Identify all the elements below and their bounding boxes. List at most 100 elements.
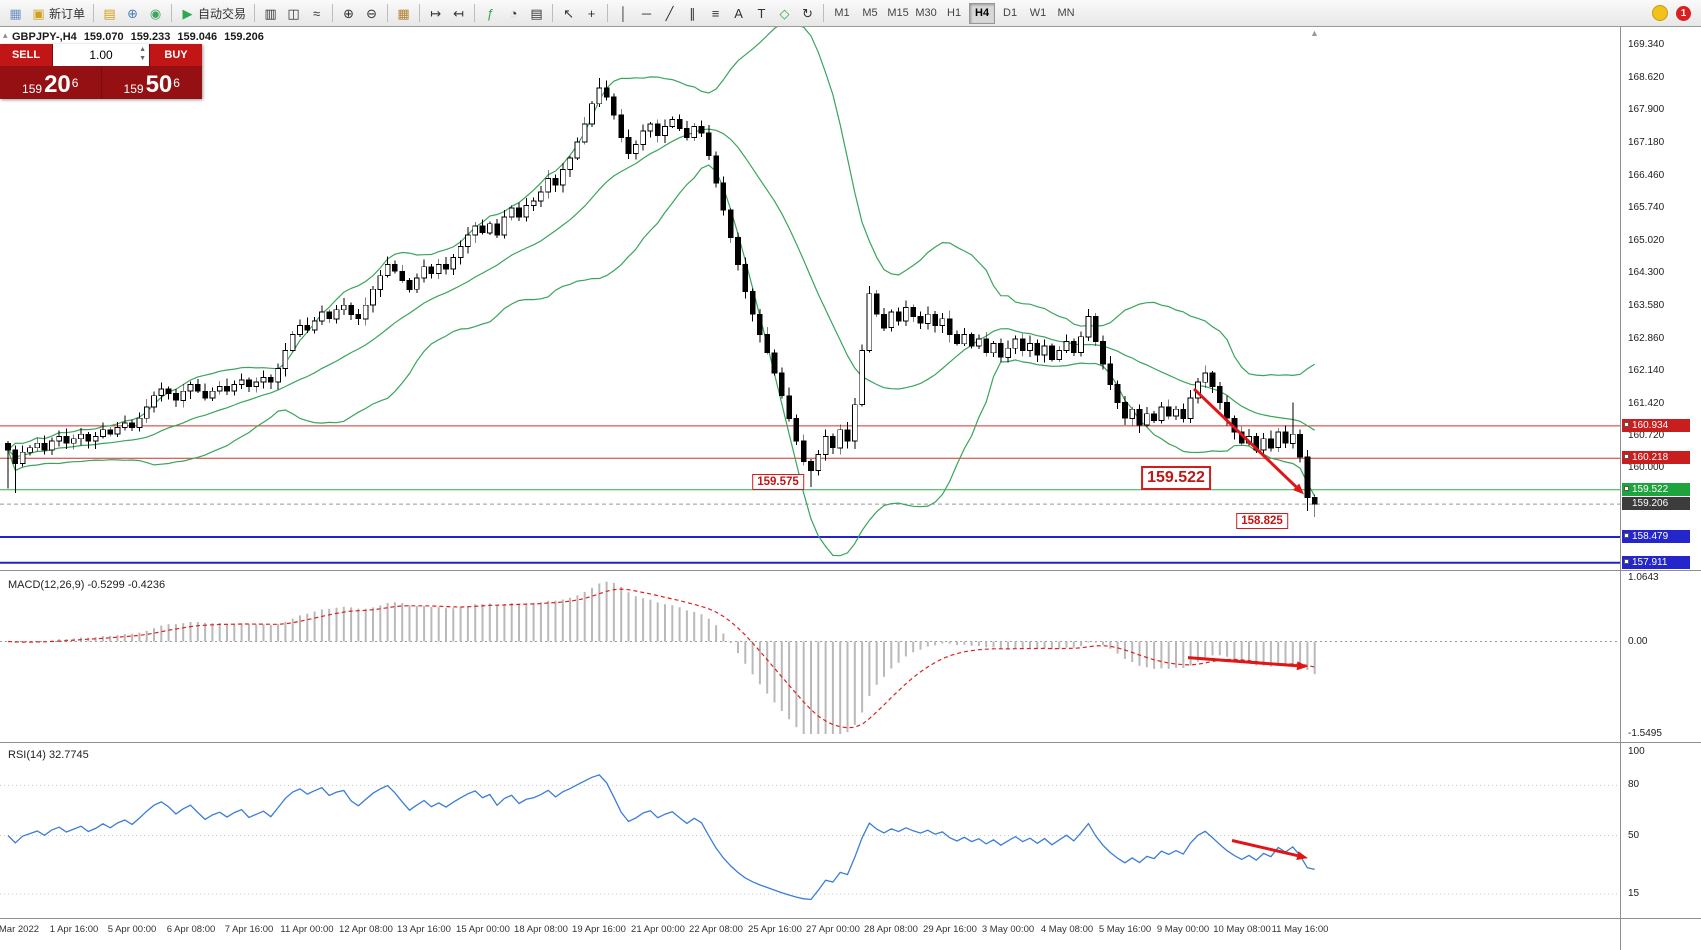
help-button[interactable]: ◉	[144, 2, 167, 24]
trendline-button[interactable]: ╱	[658, 2, 681, 24]
price-annotation[interactable]: 158.825	[1236, 513, 1288, 529]
auto-scroll-icon: ↦	[430, 5, 441, 21]
chart-shift-button[interactable]: ↤	[447, 2, 470, 24]
timeframe-h1[interactable]: H1	[947, 7, 962, 19]
time-axis-label: 25 Apr 16:00	[748, 924, 802, 935]
new-order-label: 新订单	[49, 6, 86, 21]
volume-up-icon[interactable]: ▲	[139, 46, 146, 53]
timeframe-mn[interactable]: MN	[1057, 7, 1075, 19]
price-scale[interactable]: 169.340 168.620 167.900 167.180 166.460 165.7…	[1620, 27, 1701, 950]
shapes-icon: ◇	[779, 5, 790, 21]
channel-button[interactable]: ∥	[681, 2, 704, 24]
chart-window-button[interactable]: ▦	[4, 2, 27, 24]
level-price-tag: 160.934	[1622, 419, 1690, 432]
level-handle-icon	[1624, 533, 1629, 538]
trendline-icon: ╱	[665, 5, 674, 21]
zoom-out-icon: ⊖	[366, 5, 377, 21]
zoom-in-button[interactable]: ⊕	[337, 2, 360, 24]
price-tick-label: 165.020	[1628, 235, 1665, 246]
price-tick-label: 167.900	[1628, 104, 1665, 115]
horizontal-line-icon: ─	[641, 5, 652, 21]
auto-scroll-button[interactable]: ↦	[424, 2, 447, 24]
time-axis-label: 3 May 00:00	[981, 924, 1035, 935]
volume-down-icon[interactable]: ▼	[139, 55, 146, 62]
rsi-scale-label: 80	[1628, 779, 1640, 790]
time-axis-label: 5 May 16:00	[1098, 924, 1152, 935]
cycles-button[interactable]: ↻	[796, 2, 819, 24]
timeframe-d1[interactable]: D1	[1003, 7, 1018, 19]
rsi-label: RSI(14) 32.7745	[8, 749, 89, 761]
vertical-line-button[interactable]: │	[612, 2, 635, 24]
autotrade-button[interactable]: ▶ 自动交易	[176, 2, 250, 24]
time-axis-label: 4 May 08:00	[1040, 924, 1094, 935]
line-chart-button[interactable]: ≈	[305, 2, 328, 24]
bar-chart-button[interactable]: ▥	[259, 2, 282, 24]
cursor-button[interactable]: ↖	[557, 2, 580, 24]
level-handle-icon	[1624, 559, 1629, 564]
layers-icon: ▤	[103, 5, 116, 21]
macd-panel-divider[interactable]	[0, 570, 1701, 571]
price-tick-label: 168.620	[1628, 72, 1665, 83]
periods-button[interactable]: ◔	[502, 2, 525, 24]
price-tick-label: 163.580	[1628, 300, 1665, 311]
one-click-toggle-icon[interactable]: ▴	[3, 30, 8, 40]
indicators-button[interactable]: ƒ	[479, 2, 502, 24]
toolbar-separator	[607, 4, 609, 22]
price-annotation[interactable]: 159.522	[1141, 466, 1211, 490]
indicators-icon: ƒ	[486, 5, 495, 21]
level-handle-icon	[1624, 486, 1629, 491]
fibonacci-button[interactable]: ≡	[704, 2, 727, 24]
volume-spinner[interactable]: ▲ ▼	[139, 45, 146, 63]
timeframe-w1[interactable]: W1	[1029, 7, 1047, 19]
horizontal-line-button[interactable]: ─	[635, 2, 658, 24]
timeframe-m5[interactable]: M5	[862, 7, 878, 19]
market-watch-button[interactable]: ⊕	[121, 2, 144, 24]
buy-button[interactable]: BUY	[149, 44, 202, 66]
price-annotation[interactable]: 159.575	[752, 474, 804, 490]
macd-label: MACD(12,26,9) -0.5299 -0.4236	[8, 579, 166, 591]
time-axis-label: 1 Mar 2022	[0, 924, 40, 935]
candlestick-chart-button[interactable]: ◫	[282, 2, 305, 24]
level-price-tag: 160.218	[1622, 451, 1690, 464]
symbol-header: GBPJPY-,H4 159.070 159.233 159.046 159.2…	[12, 31, 264, 43]
zoom-out-button[interactable]: ⊖	[360, 2, 383, 24]
time-axis-divider	[0, 918, 1701, 919]
bid-price[interactable]: 159 20 6	[0, 66, 102, 99]
new-order-button[interactable]: ▣ 新订单	[27, 2, 89, 24]
time-axis-label: 12 Apr 08:00	[339, 924, 393, 935]
tile-windows-button[interactable]: ▦	[392, 2, 415, 24]
rsi-panel-divider[interactable]	[0, 742, 1701, 743]
alert-count-badge[interactable]: 1	[1676, 5, 1691, 21]
crosshair-button[interactable]: +	[580, 2, 603, 24]
templates-button[interactable]: ▤	[525, 2, 548, 24]
label-button[interactable]: T	[750, 2, 773, 24]
volume-input[interactable]: 1.00 ▲ ▼	[53, 44, 149, 66]
level-handle-icon	[1624, 422, 1629, 427]
timeframe-m30[interactable]: M30	[915, 7, 937, 19]
one-click-trading-panel: SELL 1.00 ▲ ▼ BUY 159 20 6 159 50 6	[0, 44, 202, 99]
time-axis-label: 5 Apr 00:00	[107, 924, 157, 935]
volume-value[interactable]: 1.00	[89, 48, 113, 62]
sell-button[interactable]: SELL	[0, 44, 53, 66]
channel-icon: ∥	[689, 5, 696, 21]
toolbar-separator	[93, 4, 95, 22]
shapes-button[interactable]: ◇	[773, 2, 796, 24]
chart-shift-marker: ▲	[1310, 28, 1319, 38]
text-button[interactable]: A	[727, 2, 750, 24]
time-axis-label: 11 Apr 00:00	[280, 924, 334, 935]
toolbar-separator	[474, 4, 476, 22]
timeframe-m15[interactable]: M15	[887, 7, 909, 19]
cycles-icon: ↻	[802, 5, 813, 21]
toolbar-right: 1	[1652, 5, 1697, 21]
ask-price[interactable]: 159 50 6	[123, 71, 180, 98]
price-tick-label: 160.720	[1628, 430, 1665, 441]
layers-button[interactable]: ▤	[98, 2, 121, 24]
chart-shift-icon: ↤	[453, 5, 464, 21]
timeframe-m1[interactable]: M1	[834, 7, 850, 19]
notification-icon[interactable]	[1652, 5, 1668, 21]
timeframe-h4[interactable]: H4	[969, 2, 996, 24]
level-price-tag: 157.911	[1622, 556, 1690, 569]
level-handle-icon	[1624, 454, 1629, 459]
